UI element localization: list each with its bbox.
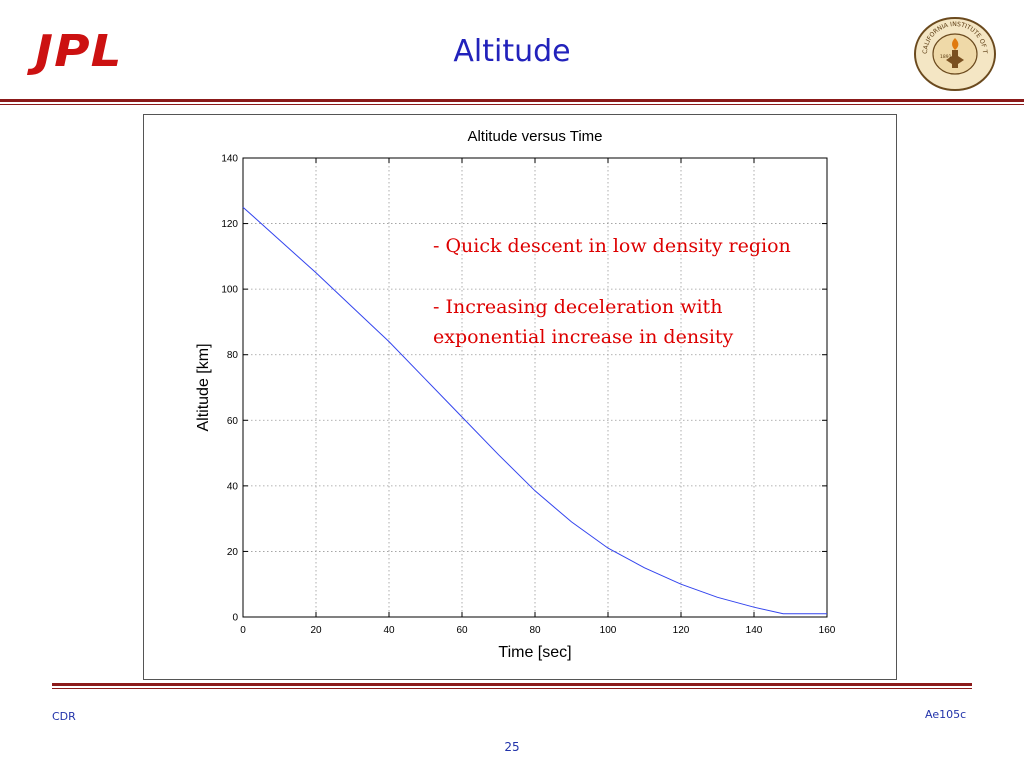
chart-title: Altitude versus Time — [467, 128, 602, 145]
footer-left-label: CDR — [52, 710, 76, 723]
y-tick-label: 120 — [221, 219, 238, 230]
x-tick-label: 120 — [673, 625, 690, 636]
annotation-deceleration-line-2: exponential increase in density — [433, 326, 734, 348]
seal-year: 1891 — [940, 54, 952, 60]
y-tick-label: 20 — [227, 547, 239, 558]
annotation-quick-descent: - Quick descent in low density region — [433, 235, 791, 257]
y-tick-label: 80 — [227, 350, 239, 361]
annotation-deceleration-line-1: - Increasing deceleration with — [433, 296, 723, 318]
x-tick-label: 0 — [240, 625, 246, 636]
header-rule-thin — [0, 104, 1024, 105]
x-tick-label: 40 — [383, 625, 395, 636]
x-tick-label: 60 — [456, 625, 468, 636]
x-axis-label: Time [sec] — [498, 644, 571, 661]
footer-course-label: Ae105c — [925, 708, 967, 721]
slide-title: Altitude — [453, 34, 571, 69]
y-tick-label: 60 — [227, 416, 239, 427]
x-tick-label: 160 — [819, 625, 836, 636]
plot-area: 0 20 40 60 80 100 120 140 160 0 20 40 60 80 100 120 140 — [221, 154, 835, 637]
header-rule-thick — [0, 99, 1024, 102]
y-tick-label: 100 — [221, 285, 238, 296]
chart-frame: 0 20 40 60 80 100 120 140 160 0 20 40 60 80 100 120 140 … — [143, 114, 897, 680]
y-axis-label: Altitude [km] — [195, 343, 212, 431]
caltech-seal: CALIFORNIA INSTITUTE OF TECHNOLOGY 1891 — [913, 16, 996, 91]
y-tick-label: 0 — [232, 613, 238, 624]
altitude-chart: 0 20 40 60 80 100 120 140 160020406080100120140 … — [195, 128, 836, 661]
annotation-deceleration: - Increasing deceleration with exponenti… — [433, 292, 733, 352]
x-tick-label: 100 — [600, 625, 617, 636]
series-line-0 — [242, 206, 827, 615]
x-tick-label: 80 — [529, 625, 541, 636]
x-tick-label: 20 — [310, 625, 322, 636]
torch-icon — [946, 38, 964, 68]
x-tick-label: 140 — [746, 625, 763, 636]
jpl-logo: JPL — [35, 26, 123, 77]
page-number: 25 — [504, 740, 520, 754]
y-tick-label: 40 — [227, 481, 239, 492]
footer-rule-thick — [52, 683, 972, 686]
y-tick-label: 140 — [221, 154, 238, 165]
footer-rule-thin — [52, 688, 972, 689]
